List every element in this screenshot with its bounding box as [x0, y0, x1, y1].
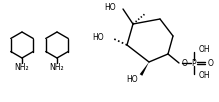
Text: P: P	[192, 59, 196, 68]
Text: HO: HO	[92, 33, 104, 43]
Text: NH₂: NH₂	[15, 63, 29, 72]
Text: OH: OH	[199, 72, 211, 80]
Text: HO: HO	[104, 3, 116, 12]
Text: O: O	[208, 59, 214, 68]
Text: HO: HO	[126, 75, 138, 84]
Polygon shape	[140, 62, 149, 76]
Text: NH₂: NH₂	[50, 63, 64, 72]
Text: OH: OH	[199, 45, 211, 54]
Text: O: O	[182, 59, 188, 69]
